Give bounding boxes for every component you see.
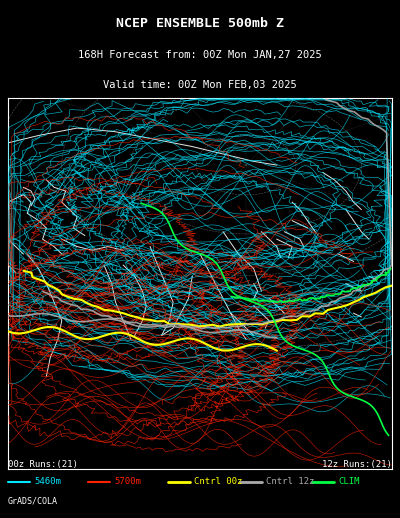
Text: 00z Runs:(21): 00z Runs:(21) — [8, 461, 78, 469]
Text: Cntrl 12z: Cntrl 12z — [266, 477, 314, 486]
Text: CLIM: CLIM — [338, 477, 360, 486]
Text: 5460m: 5460m — [34, 477, 61, 486]
Text: Cntrl 00z: Cntrl 00z — [194, 477, 242, 486]
Text: 5700m: 5700m — [114, 477, 141, 486]
Text: 12z Runs:(21): 12z Runs:(21) — [322, 461, 392, 469]
Text: NCEP ENSEMBLE 500mb Z: NCEP ENSEMBLE 500mb Z — [116, 17, 284, 30]
Text: Valid time: 00Z Mon FEB,03 2025: Valid time: 00Z Mon FEB,03 2025 — [103, 80, 297, 90]
Text: 168H Forecast from: 00Z Mon JAN,27 2025: 168H Forecast from: 00Z Mon JAN,27 2025 — [78, 50, 322, 60]
Text: GrADS/COLA: GrADS/COLA — [8, 496, 58, 506]
